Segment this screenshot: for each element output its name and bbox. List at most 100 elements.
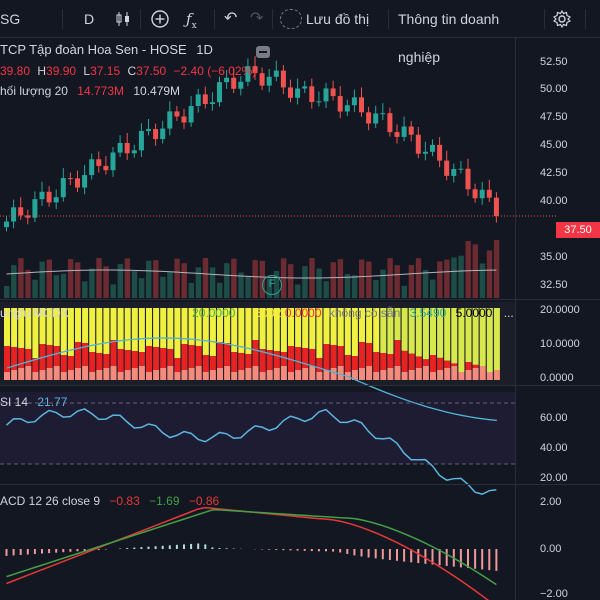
pane-divider[interactable] bbox=[0, 484, 600, 485]
volume-bar bbox=[46, 259, 52, 298]
pane-divider[interactable] bbox=[0, 299, 600, 300]
mcdx-bar-large bbox=[209, 356, 216, 370]
save-chart-button[interactable]: Lưu đồ thị bbox=[306, 0, 386, 38]
mcdx-bar-small bbox=[89, 372, 96, 380]
symbol-title[interactable]: TCP Tập đoàn Hoa Sen - HOSE bbox=[0, 42, 187, 57]
mcdx-bar-bg bbox=[437, 308, 444, 358]
add-indicator-button[interactable] bbox=[150, 0, 172, 38]
volume-bar bbox=[224, 263, 230, 298]
settings-button[interactable] bbox=[552, 0, 572, 38]
volume-bar bbox=[117, 264, 123, 298]
volume-label[interactable]: hối lượng 20 bbox=[0, 84, 68, 98]
candle-body bbox=[458, 168, 464, 170]
mcdx-bar-bg bbox=[238, 308, 245, 353]
mcdx-bar-bg bbox=[4, 308, 10, 346]
mcdx-bar-bg bbox=[25, 308, 32, 349]
mcdx-bar-large bbox=[344, 355, 351, 372]
candle-body bbox=[252, 66, 258, 74]
candle-body bbox=[231, 77, 237, 89]
rsi-tick: 40.00 bbox=[540, 442, 568, 454]
volume-bar bbox=[160, 276, 166, 298]
financial-event-marker[interactable]: F bbox=[262, 275, 282, 295]
macd-tick: 2.00 bbox=[540, 496, 562, 508]
mcdx-bar-small bbox=[60, 372, 67, 380]
price-tick: 47.50 bbox=[540, 111, 568, 123]
volume-bar bbox=[195, 267, 202, 298]
mcdx-bar-large bbox=[394, 340, 401, 366]
candle-body bbox=[280, 70, 286, 88]
mcdx-label[interactable]: ungfu MCDX bbox=[0, 306, 69, 320]
collapse-legend-button[interactable] bbox=[256, 46, 270, 58]
candle-body bbox=[465, 168, 471, 190]
volume-value: 14.773M bbox=[77, 84, 124, 98]
candle-body bbox=[337, 96, 343, 112]
candle-body bbox=[146, 129, 151, 131]
mcdx-value-4: 3.5490 bbox=[409, 306, 447, 320]
mcdx-bar-small bbox=[479, 366, 486, 380]
mcdx-bar-large bbox=[387, 354, 394, 368]
redo-button[interactable]: ↷ bbox=[250, 0, 264, 38]
mcdx-bar-small bbox=[302, 368, 309, 380]
mcdx-bar-bg bbox=[153, 308, 160, 347]
volume-bar bbox=[295, 284, 301, 298]
volume-bar bbox=[146, 260, 152, 298]
volume-bar bbox=[231, 258, 237, 298]
pane-divider[interactable] bbox=[0, 385, 600, 386]
chart-area[interactable]: TCP Tập đoàn Hoa Sen - HOSE 1D 39.80 H39… bbox=[0, 38, 600, 600]
mcdx-bar-bg bbox=[351, 308, 358, 356]
mcdx-bar-large bbox=[146, 346, 152, 372]
mcdx-bar-large bbox=[316, 358, 323, 372]
candle-body bbox=[4, 221, 9, 228]
candle-body bbox=[174, 111, 180, 117]
macd-tick: 0.00 bbox=[540, 543, 562, 555]
volume-bar bbox=[96, 258, 102, 298]
mcdx-na-label: không có sẵn bbox=[328, 306, 401, 320]
gear-icon bbox=[552, 9, 572, 29]
volume-bar bbox=[422, 269, 429, 298]
macd-label[interactable]: ACD 12 26 close 9 bbox=[0, 494, 101, 508]
interval-button[interactable]: D bbox=[84, 0, 98, 38]
volume-bar bbox=[138, 278, 145, 298]
mcdx-bar-small bbox=[408, 370, 415, 380]
candle-body bbox=[188, 106, 194, 123]
mcdx-bar-bg bbox=[422, 308, 429, 360]
candle-body bbox=[266, 76, 272, 86]
candle-body bbox=[167, 111, 173, 129]
mcdx-bar-bg bbox=[451, 308, 458, 364]
candle-body bbox=[302, 86, 308, 89]
mcdx-bar-bg bbox=[103, 308, 110, 354]
chart-type-button[interactable] bbox=[114, 0, 136, 38]
volume-bar bbox=[323, 281, 329, 298]
mcdx-bar-bg bbox=[32, 308, 39, 358]
mcdx-bar-small bbox=[174, 372, 181, 380]
more-values-button[interactable]: ... bbox=[503, 306, 514, 320]
candle-body bbox=[479, 189, 485, 199]
undo-icon: ↶ bbox=[224, 10, 238, 27]
mcdx-bar-bg bbox=[181, 308, 188, 344]
chart-canvas[interactable] bbox=[0, 38, 600, 600]
mcdx-bar-small bbox=[202, 372, 209, 380]
mcdx-bar-large bbox=[25, 349, 32, 366]
volume-bar bbox=[202, 258, 209, 298]
mcdx-bar-large bbox=[75, 342, 81, 368]
mcdx-bar-small bbox=[39, 370, 46, 380]
symbol-search-button[interactable]: SG bbox=[0, 0, 22, 38]
mcdx-bar-bg bbox=[316, 308, 323, 358]
mcdx-bar-large bbox=[252, 340, 259, 366]
mcdx-bar-bg bbox=[117, 308, 124, 349]
undo-button[interactable]: ↶ bbox=[224, 0, 238, 38]
mcdx-bar-large bbox=[359, 342, 365, 368]
company-info-button[interactable]: Thông tin doanh nghiệp bbox=[398, 0, 538, 65]
mcdx-bar-small bbox=[323, 370, 330, 380]
mcdx-bar-large bbox=[401, 350, 408, 372]
rsi-line bbox=[5, 408, 497, 495]
mcdx-bar-bg bbox=[288, 308, 294, 346]
mcdx-bar-large bbox=[103, 354, 110, 368]
mcdx-bar-large bbox=[89, 352, 96, 372]
mcdx-bar-small bbox=[96, 370, 103, 380]
rsi-label[interactable]: SI 14 bbox=[0, 395, 29, 409]
volume-bar bbox=[131, 271, 138, 298]
mcdx-bar-bg bbox=[188, 308, 195, 345]
indicators-button[interactable]: ƒx bbox=[186, 0, 208, 38]
mcdx-bar-bg bbox=[96, 308, 103, 353]
